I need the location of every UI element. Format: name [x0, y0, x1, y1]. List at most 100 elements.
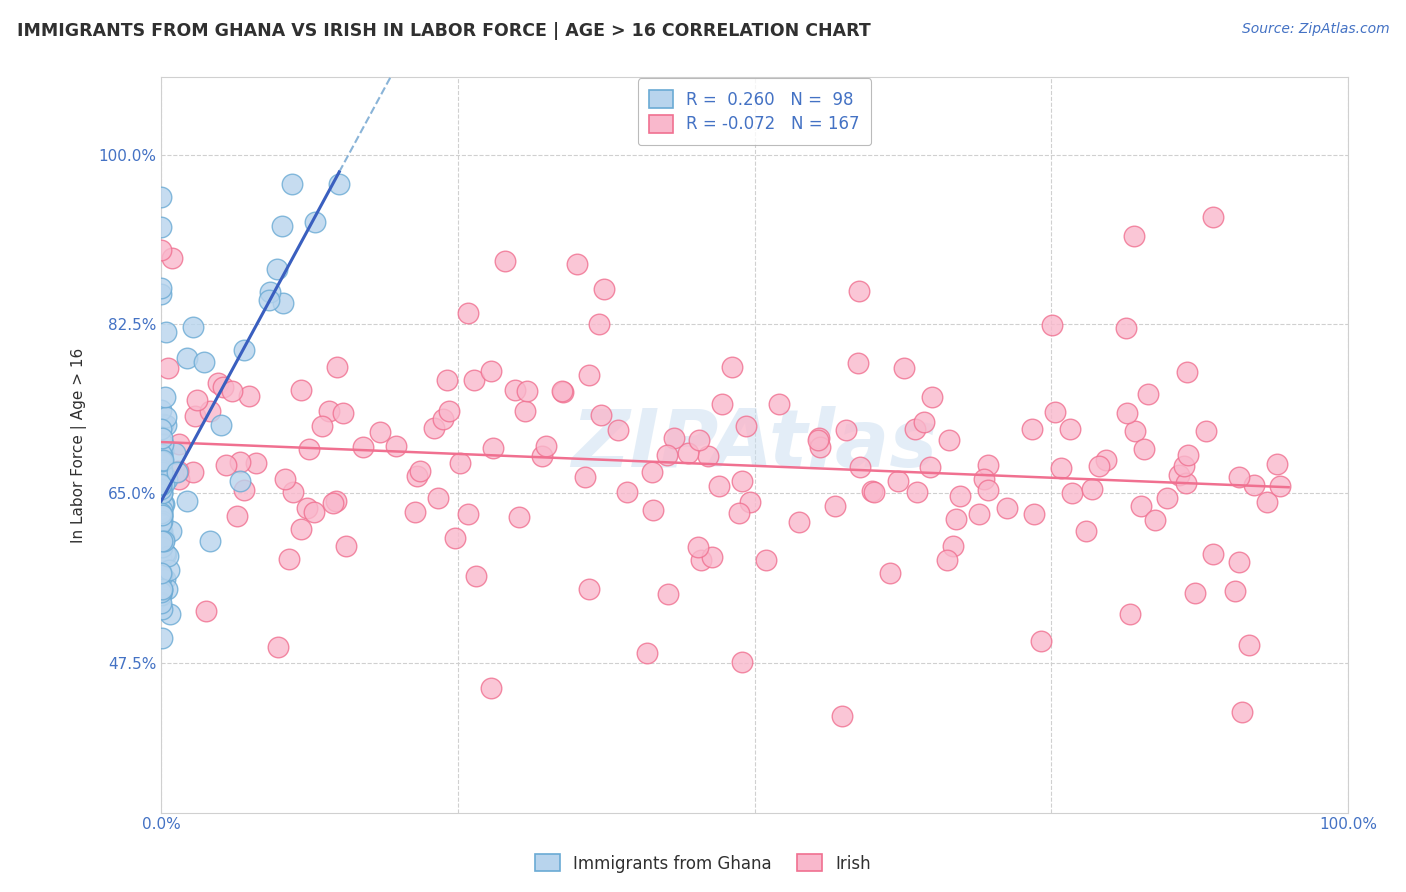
Point	[150, 502, 173, 516]
Point	[574, 470, 596, 484]
Point	[905, 484, 928, 499]
Point	[515, 404, 537, 418]
Point	[690, 552, 713, 566]
Point	[1184, 586, 1206, 600]
Point	[152, 417, 174, 431]
Point	[846, 356, 869, 370]
Point	[481, 442, 503, 456]
Point	[150, 534, 173, 549]
Point	[1040, 318, 1063, 332]
Point	[508, 510, 530, 524]
Point	[150, 485, 173, 500]
Point	[221, 384, 243, 398]
Point	[281, 484, 304, 499]
Point	[211, 380, 233, 394]
Point	[150, 582, 173, 597]
Point	[824, 499, 846, 513]
Point	[259, 285, 281, 299]
Point	[457, 508, 479, 522]
Point	[530, 449, 553, 463]
Point	[318, 403, 340, 417]
Point	[967, 507, 990, 521]
Point	[157, 563, 180, 577]
Point	[657, 587, 679, 601]
Point	[503, 383, 526, 397]
Point	[238, 389, 260, 403]
Point	[578, 368, 600, 382]
Point	[588, 317, 610, 331]
Point	[436, 373, 458, 387]
Point	[325, 493, 347, 508]
Point	[479, 364, 502, 378]
Point	[700, 549, 723, 564]
Point	[710, 397, 733, 411]
Point	[150, 219, 173, 234]
Point	[150, 514, 173, 528]
Point	[150, 508, 173, 522]
Point	[150, 583, 173, 598]
Point	[516, 384, 538, 399]
Point	[271, 296, 294, 310]
Point	[150, 516, 173, 530]
Point	[565, 257, 588, 271]
Point	[150, 501, 173, 516]
Point	[150, 540, 173, 554]
Point	[977, 483, 1000, 497]
Point	[266, 261, 288, 276]
Point	[163, 446, 186, 460]
Point	[166, 464, 188, 478]
Point	[277, 552, 299, 566]
Point	[1081, 482, 1104, 496]
Point	[1201, 210, 1223, 224]
Point	[153, 497, 176, 511]
Point	[432, 412, 454, 426]
Point	[267, 640, 290, 654]
Point	[150, 449, 173, 463]
Point	[463, 373, 485, 387]
Point	[995, 500, 1018, 515]
Point	[904, 421, 927, 435]
Point	[768, 397, 790, 411]
Point	[735, 418, 758, 433]
Point	[727, 506, 749, 520]
Legend: Immigrants from Ghana, Irish: Immigrants from Ghana, Irish	[529, 847, 877, 880]
Point	[848, 284, 870, 298]
Point	[1076, 524, 1098, 539]
Point	[209, 418, 232, 433]
Point	[457, 306, 479, 320]
Point	[152, 497, 174, 511]
Point	[1232, 705, 1254, 719]
Point	[1177, 449, 1199, 463]
Point	[1237, 638, 1260, 652]
Point	[1156, 491, 1178, 505]
Point	[465, 569, 488, 583]
Point	[152, 430, 174, 444]
Point	[657, 448, 679, 462]
Point	[589, 408, 612, 422]
Point	[150, 465, 173, 479]
Point	[1243, 477, 1265, 491]
Point	[921, 391, 943, 405]
Point	[150, 602, 173, 616]
Point	[157, 361, 180, 376]
Point	[150, 486, 173, 500]
Point	[150, 476, 173, 491]
Point	[150, 510, 173, 524]
Point	[184, 409, 207, 424]
Point	[152, 454, 174, 468]
Point	[152, 453, 174, 467]
Point	[156, 472, 179, 486]
Point	[298, 442, 321, 456]
Point	[150, 287, 173, 301]
Point	[1175, 365, 1198, 379]
Point	[150, 596, 173, 610]
Point	[150, 403, 173, 417]
Point	[688, 433, 710, 447]
Point	[408, 464, 430, 478]
Point	[153, 390, 176, 404]
Point	[159, 607, 181, 621]
Point	[697, 450, 720, 464]
Point	[1227, 469, 1250, 483]
Point	[270, 219, 292, 233]
Point	[945, 511, 967, 525]
